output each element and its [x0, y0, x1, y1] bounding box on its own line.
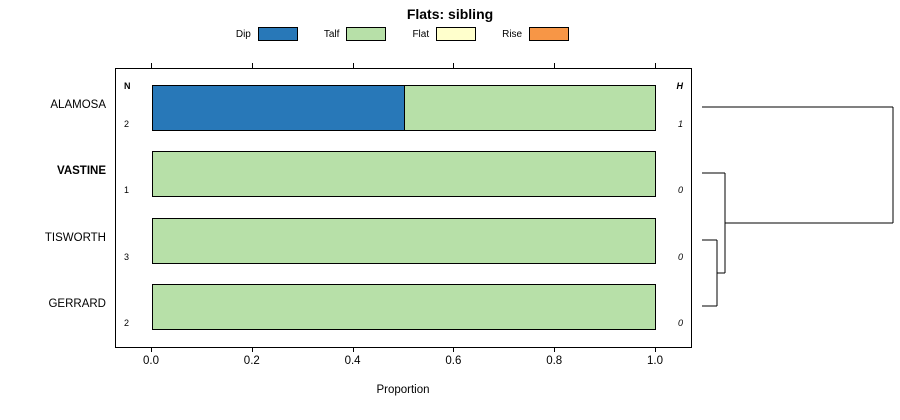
bar-row	[152, 85, 656, 131]
x-tick-label: 0.6	[445, 355, 462, 367]
legend-item-rise: Rise	[502, 27, 570, 41]
plot-area: N H 2 1 1 0 3 0 2 0	[115, 68, 692, 348]
bar-row	[152, 151, 656, 197]
x-tick-top	[655, 63, 656, 68]
bar-row	[152, 218, 656, 264]
chart-title: Flats: sibling	[406, 6, 494, 22]
bar-segment-talf	[153, 285, 655, 329]
legend: Dip Talf Flat Rise	[115, 27, 690, 41]
x-tick-label: 0.0	[143, 355, 159, 367]
n-value: 1	[124, 185, 130, 195]
x-tick-top	[151, 63, 152, 68]
n-value: 3	[124, 252, 130, 262]
n-value: 2	[124, 119, 130, 129]
x-tick-label: 1.0	[647, 355, 663, 367]
x-tick-bottom	[554, 347, 556, 352]
h-value: 0	[677, 185, 683, 195]
bar-segment-dip	[153, 86, 404, 130]
h-column-header: H	[676, 81, 684, 91]
legend-label: Rise	[502, 28, 523, 40]
x-tick-bottom	[352, 347, 354, 352]
y-axis-label: GERRARD	[48, 298, 106, 310]
legend-item-flat: Flat	[412, 27, 477, 41]
bar-segment-talf	[404, 86, 655, 130]
x-tick-top	[352, 63, 354, 68]
legend-swatch-talf	[346, 27, 387, 41]
legend-swatch-dip	[257, 27, 298, 41]
x-tick-label: 0.2	[243, 355, 260, 367]
bar-row	[152, 284, 656, 330]
bar-segment-talf	[153, 219, 655, 263]
x-tick-bottom	[655, 347, 656, 352]
x-tick-bottom	[453, 347, 455, 352]
y-axis-label: VASTINE	[57, 165, 106, 177]
x-tick-top	[251, 63, 253, 68]
x-axis-title: Proportion	[376, 384, 430, 396]
h-value: 1	[677, 119, 683, 129]
legend-label: Flat	[412, 28, 430, 40]
x-tick-label: 0.8	[546, 355, 563, 367]
x-tick-bottom	[151, 347, 152, 352]
legend-swatch-rise	[529, 27, 570, 41]
x-tick-top	[554, 63, 556, 68]
h-value: 0	[677, 318, 683, 328]
y-axis-label: ALAMOSA	[50, 99, 106, 111]
x-tick-top	[453, 63, 455, 68]
legend-label: Talf	[323, 28, 340, 40]
x-tick-bottom	[251, 347, 253, 352]
legend-label: Dip	[235, 28, 251, 40]
y-axis-label: TISWORTH	[44, 232, 106, 244]
bar-segment-talf	[153, 152, 655, 196]
legend-swatch-flat	[436, 27, 477, 41]
n-value: 2	[124, 318, 130, 328]
h-value: 0	[677, 252, 683, 262]
legend-item-dip: Dip	[236, 27, 298, 41]
x-tick-label: 0.4	[344, 355, 361, 367]
n-column-header: N	[124, 81, 131, 91]
legend-item-talf: Talf	[324, 27, 387, 41]
